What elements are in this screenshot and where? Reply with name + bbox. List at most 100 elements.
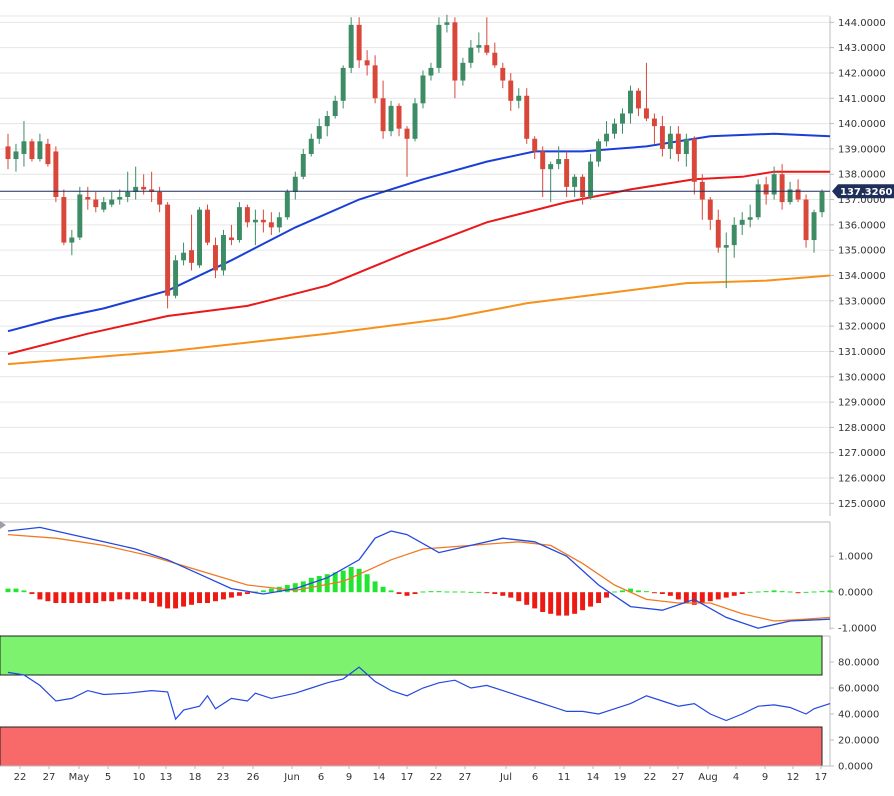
candle-bull (604, 133, 610, 142)
macd-hist-bar-negative (53, 592, 59, 603)
date-tick-label: 27 (43, 772, 56, 783)
candle-bear (213, 245, 218, 271)
date-tick-label: 17 (815, 772, 828, 783)
date-tick-label: 27 (672, 772, 685, 783)
macd-hist-bar-positive (284, 585, 290, 593)
macd-hist-bar-positive (300, 581, 306, 593)
candle-bull (572, 176, 578, 187)
macd-hist-bar-negative (675, 592, 681, 600)
macd-hist-bar-negative (197, 592, 202, 603)
macd-hist-bar-positive (787, 591, 793, 593)
candle-bear (93, 199, 99, 208)
price-tick-label: 144.0000 (838, 18, 886, 29)
macd-hist-bar-negative (715, 592, 721, 600)
date-tick-label: 22 (14, 772, 27, 783)
candle-bear (508, 80, 514, 101)
candle-bear (29, 141, 35, 160)
macd-hist-bar-negative (540, 592, 546, 612)
macd-hist-bar-negative (157, 592, 163, 607)
macd-hist-bar-positive (21, 590, 27, 593)
candle-bull (787, 189, 793, 203)
macd-hist-bar-positive (779, 591, 785, 593)
candle-bull (388, 105, 394, 132)
candle-bear (651, 118, 657, 127)
macd-hist-bar-negative (213, 592, 218, 602)
rsi-oversold-zone (0, 726, 823, 767)
macd-hist-bar-negative (667, 592, 673, 596)
price-tick-label: 125.0000 (838, 499, 886, 510)
macd-hist-bar-negative (165, 592, 171, 609)
date-tick-label: 6 (318, 772, 324, 783)
candle-bear (61, 197, 67, 243)
macd-hist-bar-positive (276, 586, 282, 593)
macd-hist-bar-negative (484, 592, 490, 594)
candle-bull (37, 141, 43, 160)
candle-bear (244, 207, 250, 223)
candle-bear (675, 133, 681, 154)
candle-bull (133, 186, 139, 192)
candle-bear (524, 95, 530, 139)
date-tick-label: 11 (558, 772, 571, 783)
macd-hist-bar-negative (659, 592, 665, 594)
candle-bull (316, 126, 322, 139)
macd-hist-bar-positive (460, 591, 466, 593)
candle-bear (268, 222, 274, 228)
candle-bear (643, 108, 649, 119)
macd-hist-bar-negative (412, 592, 418, 594)
macd-hist-bar-negative (117, 592, 123, 600)
candle-bull (308, 138, 314, 154)
price-tick-label: 142.0000 (838, 68, 886, 79)
date-tick-label: 4 (733, 772, 739, 783)
price-tick-label: 130.0000 (838, 372, 886, 383)
candle-bear (803, 199, 809, 241)
macd-hist-bar-negative (500, 592, 506, 596)
candle-bear (380, 98, 386, 132)
candle-bull (628, 90, 633, 114)
rsi-panel: 80.0000 60.0000 40.0000 20.0000 0.0000 (0, 635, 879, 773)
candle-bear (228, 237, 234, 241)
macd-hist-bar-positive (771, 590, 777, 593)
candle-bear (707, 199, 713, 220)
candle-bear (205, 209, 210, 243)
macd-hist-bar-negative (508, 592, 514, 598)
candle-bear (53, 151, 59, 198)
candle-bear (85, 197, 91, 200)
macd-hist-bar-negative (125, 592, 131, 600)
candle-bear (691, 138, 697, 182)
price-tick-label: 138.0000 (838, 170, 886, 181)
candle-bull (811, 212, 817, 241)
macd-hist-bar-negative (173, 592, 179, 609)
date-tick-label: 6 (532, 772, 538, 783)
macd-hist-bar-positive (476, 591, 482, 593)
macd-hist-bar-positive (628, 588, 633, 593)
macd-hist-bar-positive (755, 591, 761, 593)
candle-bull (755, 184, 761, 218)
macd-hist-bar-negative (516, 592, 522, 602)
macd-hist-bar-negative (707, 592, 713, 602)
date-tick-label: 26 (247, 772, 260, 783)
macd-hist-bar-positive (747, 591, 753, 593)
candle-bull (771, 174, 777, 195)
macd-hist-bar-positive (364, 574, 370, 593)
macd-hist-bar-negative (149, 592, 155, 603)
macd-hist-bar-positive (763, 591, 769, 593)
candle-bull (101, 202, 107, 210)
macd-hist-bar-negative (588, 592, 594, 607)
date-tick-label: Jul (499, 772, 512, 783)
macd-hist-bar-negative (37, 592, 43, 600)
candle-bull (420, 75, 426, 104)
candle-bear (372, 65, 378, 99)
macd-hist-bar-negative (492, 592, 498, 594)
price-tick-label: 126.0000 (838, 474, 886, 485)
macd-collapse-handle (0, 521, 6, 529)
macd-hist-bar-positive (356, 568, 362, 593)
candle-bull (596, 141, 602, 162)
macd-hist-bar-negative (580, 592, 586, 611)
macd-hist-bar-negative (244, 592, 250, 594)
candle-bear (763, 184, 769, 195)
price-tick-label: 127.0000 (838, 448, 886, 459)
candle-bull (220, 234, 226, 271)
candle-bear (157, 191, 163, 205)
macd-hist-bar-positive (324, 574, 330, 593)
candle-bull (332, 100, 338, 116)
